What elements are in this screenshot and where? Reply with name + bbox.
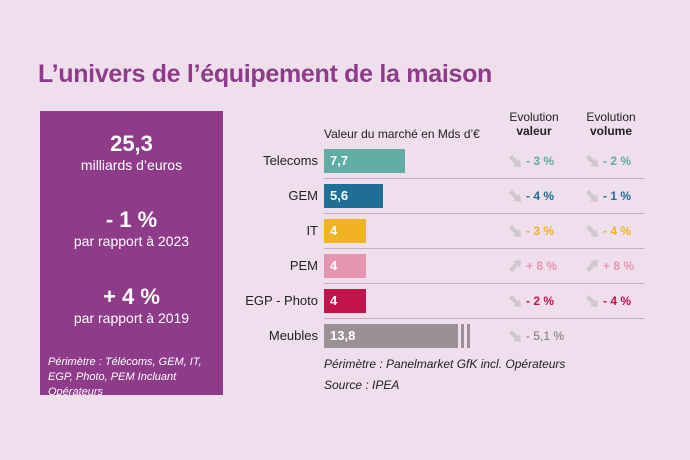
bar-value-label: 4 — [330, 293, 338, 308]
bar — [324, 254, 366, 278]
row-separator — [324, 283, 644, 284]
stat-market-total: 25,3 milliards d’euros — [40, 131, 223, 174]
market-value-header: Valeur du marché en Mds d’€ — [324, 127, 480, 141]
evolution-volume-header: Evolution volume — [577, 110, 645, 138]
evolution-value: - 3 % — [526, 224, 555, 238]
category-label: Meubles — [268, 328, 318, 343]
category-label: GEM — [288, 188, 318, 203]
evolution-volume: - 4 % — [603, 294, 632, 308]
bar-value-label: 4 — [330, 223, 338, 238]
trend-arrow-icon — [586, 190, 598, 202]
category-label: EGP - Photo — [245, 293, 318, 308]
trend-arrow-icon — [586, 155, 598, 167]
stat-value: + 4 % — [103, 284, 160, 309]
evolution-value: - 4 % — [526, 189, 555, 203]
trend-arrow-icon — [586, 260, 598, 272]
axis-break-mark — [458, 324, 461, 348]
evolution-value-header: Evolution valeur — [500, 110, 568, 138]
stat-value: - 1 % — [105, 207, 158, 232]
row-separator — [324, 318, 644, 319]
evolution-value: - 2 % — [526, 294, 555, 308]
panel-perimeter-note: Périmètre : Télécoms, GEM, IT, EGP, Phot… — [48, 356, 202, 398]
stat-value: 25,3 — [110, 131, 153, 156]
trend-arrow-icon — [586, 225, 598, 237]
perimeter-footnote: Périmètre : Panelmarket GfK incl. Opérat… — [324, 357, 566, 371]
evolution-volume: + 8 % — [603, 259, 635, 273]
header-line-bold: volume — [589, 124, 632, 138]
bar — [324, 184, 383, 208]
bar-value-label: 7,7 — [330, 153, 349, 168]
trend-arrow-icon — [509, 260, 521, 272]
evolution-volume: - 2 % — [603, 154, 632, 168]
bar — [324, 289, 366, 313]
trend-arrow-icon — [509, 295, 521, 307]
header-line-bold: valeur — [516, 124, 552, 138]
category-label: PEM — [289, 258, 318, 273]
summary-panel: 25,3 milliards d’euros - 1 % par rapport… — [40, 111, 223, 398]
trend-arrow-icon — [509, 190, 521, 202]
trend-arrow-icon — [509, 155, 521, 167]
row-separator — [324, 178, 644, 179]
stat-vs-2023: - 1 % par rapport à 2023 — [40, 207, 223, 250]
stat-label: milliards d’euros — [80, 157, 183, 173]
header-line: Evolution — [586, 110, 636, 124]
category-label: IT — [306, 223, 318, 238]
source-footnote: Source : IPEA — [324, 378, 400, 392]
stat-label: par rapport à 2023 — [73, 233, 190, 249]
trend-arrow-icon — [586, 295, 598, 307]
stat-label: par rapport à 2019 — [73, 310, 190, 326]
evolution-volume: - 4 % — [603, 224, 632, 238]
stat-vs-2019: + 4 % par rapport à 2019 — [40, 284, 223, 327]
bar-value-label: 13,8 — [330, 328, 356, 343]
axis-break-mark — [464, 324, 467, 348]
bar — [324, 324, 470, 348]
header-line: Evolution — [509, 110, 559, 124]
bar-value-label: 5,6 — [330, 188, 349, 203]
row-separator — [324, 248, 644, 249]
row-separator — [324, 213, 644, 214]
trend-arrow-icon — [509, 330, 521, 342]
evolution-value: + 8 % — [526, 259, 558, 273]
page-title: L’univers de l’équipement de la maison — [38, 60, 493, 88]
trend-arrow-icon — [509, 225, 521, 237]
category-label: Telecoms — [263, 153, 318, 168]
bar — [324, 149, 405, 173]
evolution-value: - 3 % — [526, 154, 555, 168]
bar-value-label: 4 — [330, 258, 338, 273]
evolution-volume: - 1 % — [603, 189, 632, 203]
bar — [324, 219, 366, 243]
evolution-value: - 5,1 % — [526, 329, 565, 343]
